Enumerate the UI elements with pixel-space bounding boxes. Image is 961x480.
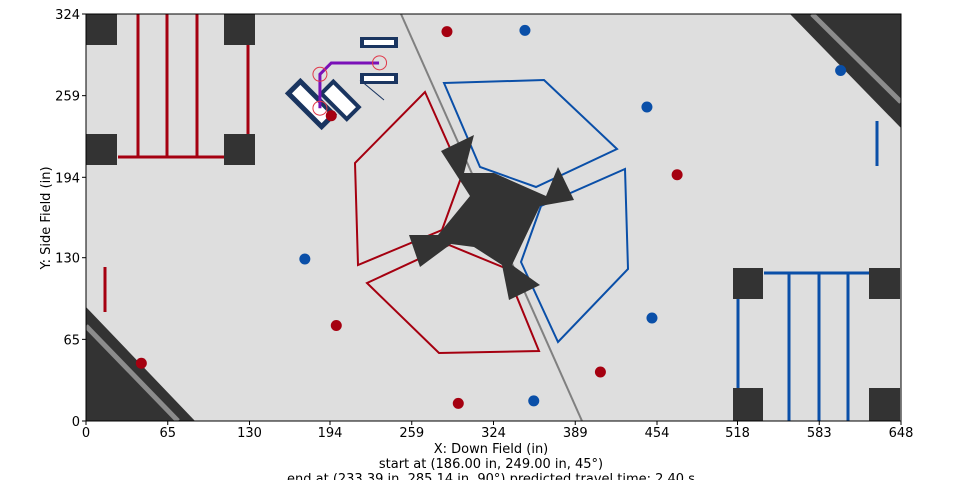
x-tick-label: 648 bbox=[889, 426, 914, 441]
corner-ramp-edge bbox=[810, 14, 901, 104]
start-marker bbox=[312, 100, 328, 116]
red-balls bbox=[135, 26, 683, 409]
red-ball bbox=[671, 169, 683, 181]
robot-start bbox=[284, 77, 362, 131]
x-axis-title: X: Down Field (in) bbox=[434, 442, 549, 457]
x-tick-label: 194 bbox=[318, 426, 343, 441]
red-ball bbox=[594, 366, 606, 378]
path-waypoint-marker bbox=[312, 66, 328, 82]
x-tick-label: 65 bbox=[159, 426, 176, 441]
caption-start: start at (186.00 in, 249.00 in, 45°) bbox=[379, 457, 603, 472]
y-tick-label: 65 bbox=[63, 333, 80, 348]
caption-end: end at (233.39 in, 285.14 in, 90°) predi… bbox=[287, 472, 695, 480]
y-tick-label: 259 bbox=[55, 90, 80, 105]
blue-ball bbox=[646, 312, 658, 324]
y-tick-label: 324 bbox=[55, 8, 80, 23]
x-tick-label: 130 bbox=[237, 426, 262, 441]
x-tick-label: 324 bbox=[481, 426, 506, 441]
x-tick-label: 0 bbox=[82, 426, 90, 441]
x-tick-label: 454 bbox=[645, 426, 670, 441]
blue-balls bbox=[299, 24, 847, 407]
x-axis-ticks: 0 65 130 194 259 324 389 454 518 583 648 bbox=[82, 421, 914, 441]
corner-ramp-edge bbox=[86, 324, 180, 421]
blue-ball bbox=[519, 24, 531, 36]
center-hub bbox=[409, 135, 574, 300]
x-tick-label: 518 bbox=[725, 426, 750, 441]
goal-posts bbox=[86, 14, 900, 421]
blue-ball bbox=[299, 253, 311, 265]
end-marker bbox=[372, 55, 388, 71]
y-tick-label: 0 bbox=[72, 415, 80, 430]
travel-path bbox=[318, 61, 380, 109]
red-ball bbox=[325, 110, 337, 122]
field-elements bbox=[86, 14, 901, 421]
red-ball bbox=[135, 357, 147, 369]
red-goal-zone bbox=[103, 14, 250, 312]
y-tick-label: 130 bbox=[55, 252, 80, 267]
y-tick-label: 194 bbox=[55, 171, 80, 186]
y-axis-ticks: 0 65 130 194 259 324 bbox=[55, 8, 86, 430]
blue-ball bbox=[528, 395, 540, 407]
red-ball bbox=[441, 26, 453, 38]
red-ball bbox=[330, 320, 342, 332]
red-ball bbox=[452, 397, 464, 409]
x-tick-label: 389 bbox=[563, 426, 588, 441]
robot-end bbox=[359, 37, 398, 101]
y-axis-title: Y: Side Field (in) bbox=[39, 166, 54, 270]
blue-ball bbox=[641, 101, 653, 113]
x-tick-label: 583 bbox=[807, 426, 832, 441]
x-tick-label: 259 bbox=[399, 426, 424, 441]
blue-ball bbox=[835, 65, 847, 77]
